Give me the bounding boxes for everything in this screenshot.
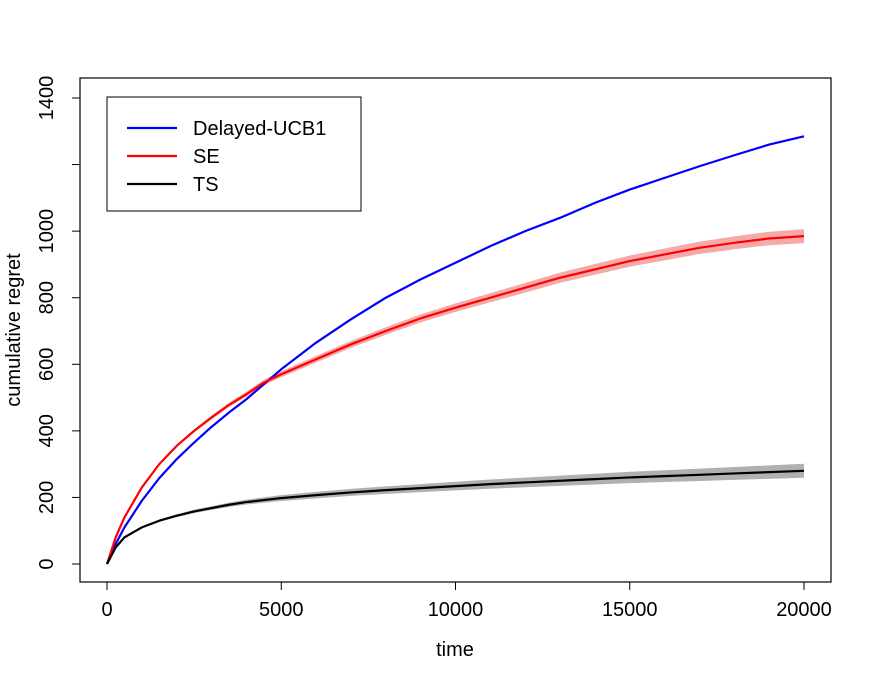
series-band-2 [107,463,804,564]
series-line-2 [106,469,805,565]
legend-box [106,96,362,212]
x-tick-label: 20000 [776,599,832,621]
y-tick-label: 400 [36,414,58,447]
series-line-1 [105,235,805,565]
y-tick-label: 0 [36,558,58,569]
x-tick-label: 10000 [428,599,484,621]
legend: Delayed-UCB1 SE TS [106,96,362,212]
y-tick-label: 800 [36,281,58,314]
y-tick-label: 600 [36,348,58,381]
series-lines [105,135,805,565]
x-axis: 0 5000 10000 15000 20000 [101,581,832,621]
y-axis: 0 200 400 600 800 1000 1400 [36,76,81,570]
x-tick-label: 5000 [259,599,304,621]
x-tick-label: 15000 [602,599,658,621]
legend-label-0: Delayed-UCB1 [193,118,326,140]
confidence-bands [107,229,804,564]
y-tick-label: 200 [36,481,58,514]
series-line-0 [105,135,805,565]
y-tick-label: 1000 [36,209,58,254]
legend-label-2: TS [193,174,219,196]
series-band-1 [107,229,804,564]
x-axis-label: time [436,639,474,661]
x-tick-label: 0 [101,599,112,621]
y-axis-label: cumulative regret [3,253,25,407]
y-tick-label: 1400 [36,76,58,121]
legend-label-1: SE [193,146,220,168]
